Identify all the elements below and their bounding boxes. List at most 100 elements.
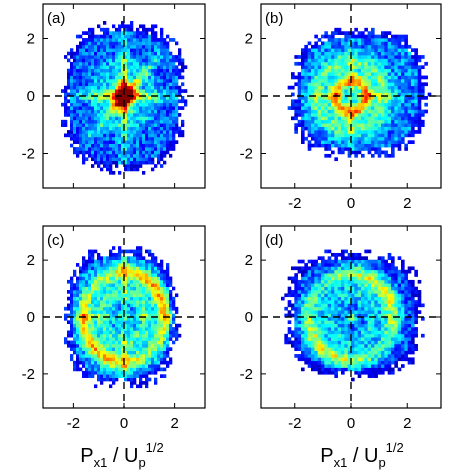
heatmap-cell [115,300,119,304]
heatmap-cell [354,106,358,110]
heatmap-cell [331,286,335,291]
heatmap-cell [351,99,355,104]
heatmap-cell [178,106,182,110]
heatmap-cell [364,300,368,304]
heatmap-cell [344,364,348,368]
heatmap-cell [394,82,398,87]
heatmap-cell [371,310,375,314]
heatmap-cell [334,273,338,277]
heatmap-cell [154,367,158,372]
heatmap-cell [160,317,164,321]
heatmap-cell [64,340,68,345]
heatmap-cell [341,48,345,53]
heatmap-cell [103,21,107,25]
heatmap-cell [85,68,89,73]
heatmap-cell [304,263,308,267]
heatmap-cell [377,150,382,155]
heatmap-cell [88,41,92,46]
heatmap-cell [341,347,345,351]
heatmap-cell [334,252,338,257]
heatmap-cell [169,72,173,76]
heatmap-cell [307,68,312,73]
heatmap-cell [311,75,315,80]
heatmap-cell [76,48,80,53]
heatmap-cell [169,303,173,308]
heatmap-cell [160,38,164,42]
heatmap-cell [371,354,375,358]
heatmap-cell [301,48,305,53]
heatmap-cell [351,51,355,56]
heatmap-cell [324,354,328,358]
heatmap-cell [109,153,113,158]
heatmap-cell [133,123,137,127]
heatmap-cell [106,140,110,145]
heatmap-cell [85,343,89,348]
heatmap-cell [121,313,125,318]
heatmap-cell [151,167,155,172]
heatmap-cell [341,263,345,267]
heatmap-cell [291,343,295,348]
heatmap-cell [354,72,358,76]
heatmap-cell [374,350,378,355]
heatmap-cell [387,65,392,70]
heatmap-cell [374,113,378,117]
heatmap-cell [334,157,338,162]
heatmap-cell [381,136,385,141]
heatmap-cell [317,290,322,294]
heatmap-cell [361,323,365,328]
heatmap-cell [82,256,86,260]
heatmap-cell [157,283,161,287]
heatmap-cell [85,367,89,372]
heatmap-cell [364,27,368,32]
heatmap-cell [133,109,137,114]
heatmap-cell [97,133,101,138]
heatmap-cell [287,340,292,345]
heatmap-cell [154,290,158,294]
heatmap-cell [154,24,158,29]
heatmap-cell [397,99,402,104]
heatmap-cell [67,303,71,308]
heatmap-cell [103,143,107,148]
heatmap-cell [64,306,68,311]
heatmap-cell [100,360,104,365]
heatmap-cell [327,350,332,355]
heatmap-cell [394,113,398,117]
heatmap-cell [163,360,167,365]
heatmap-cell [154,360,158,365]
heatmap-cell [97,367,101,372]
heatmap-cell [100,157,104,162]
heatmap-cell [337,350,342,355]
heatmap-cell [148,116,152,121]
heatmap-cell [337,38,342,42]
heatmap-cell [327,41,332,46]
heatmap-cell [175,85,179,90]
heatmap-cell [76,360,80,365]
heatmap-cell [133,347,137,351]
heatmap-cell [130,360,134,365]
heatmap-cell [321,364,325,368]
heatmap-cell [357,78,362,83]
heatmap-cell [324,370,328,375]
heatmap-cell [124,150,128,155]
heatmap-cell [294,283,298,287]
heatmap-cell [417,106,422,110]
heatmap-cell [112,279,116,284]
heatmap-cell [172,78,176,83]
heatmap-cell [371,320,375,325]
heatmap-cell [287,276,292,281]
heatmap-cell [133,333,137,338]
heatmap-cell [88,303,92,308]
heatmap-cell [357,273,362,277]
heatmap-cell [85,350,89,355]
heatmap-cell [67,306,71,311]
heatmap-cell [127,259,131,264]
heatmap-cell [73,89,77,93]
heatmap-cell [127,153,131,158]
heatmap-cell [294,337,298,341]
heatmap-cell [374,109,378,114]
heatmap-cell [304,290,308,294]
heatmap-cell [130,279,134,284]
heatmap-cell [160,133,164,138]
heatmap-cell [115,147,119,151]
heatmap-cell [307,72,312,76]
